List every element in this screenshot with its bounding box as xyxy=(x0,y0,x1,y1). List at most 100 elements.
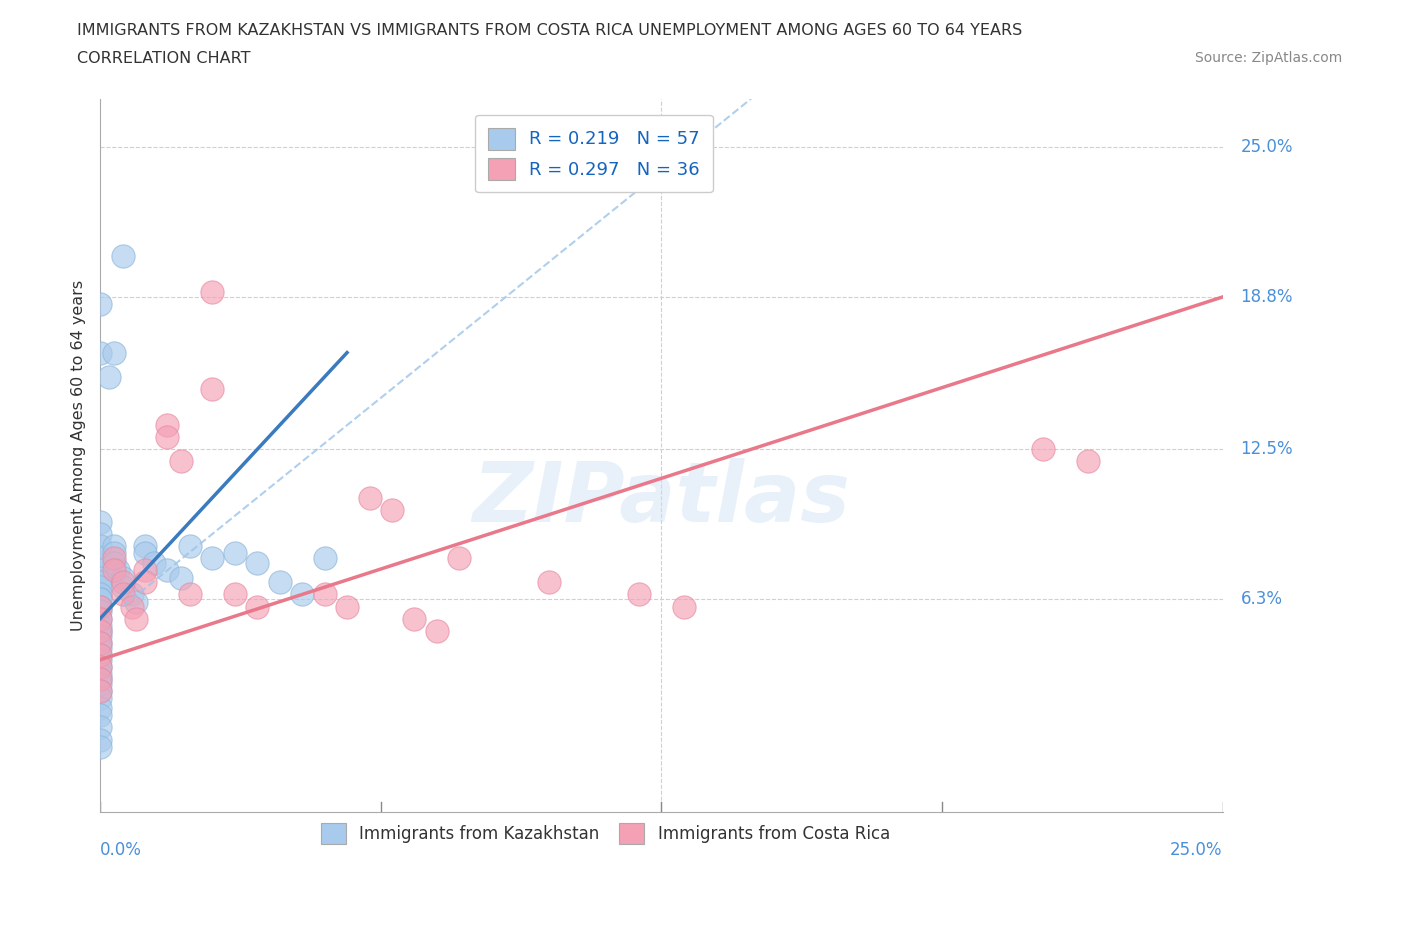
Point xyxy=(314,551,336,565)
Point xyxy=(98,369,121,384)
Point xyxy=(89,623,111,638)
Point xyxy=(143,555,166,570)
Point xyxy=(538,575,561,590)
Point xyxy=(125,594,148,609)
Point xyxy=(89,640,111,655)
Point xyxy=(314,587,336,602)
Point xyxy=(89,587,111,602)
Point xyxy=(134,546,156,561)
Point xyxy=(89,684,111,698)
Point xyxy=(89,575,111,590)
Point xyxy=(111,248,134,263)
Point xyxy=(426,623,449,638)
Point xyxy=(89,667,111,682)
Point xyxy=(89,659,111,674)
Point xyxy=(111,570,134,585)
Point xyxy=(89,297,111,312)
Point xyxy=(336,599,359,614)
Point xyxy=(89,618,111,633)
Point xyxy=(134,538,156,553)
Text: 25.0%: 25.0% xyxy=(1170,841,1223,859)
Point xyxy=(381,502,404,517)
Point xyxy=(201,551,224,565)
Point xyxy=(89,623,111,638)
Point xyxy=(89,732,111,747)
Point xyxy=(89,563,111,578)
Point xyxy=(89,599,111,614)
Text: 18.8%: 18.8% xyxy=(1240,288,1294,306)
Point xyxy=(224,587,246,602)
Point xyxy=(89,599,111,614)
Text: 6.3%: 6.3% xyxy=(1240,591,1282,608)
Text: CORRELATION CHART: CORRELATION CHART xyxy=(77,51,250,66)
Point xyxy=(103,563,125,578)
Point xyxy=(134,563,156,578)
Legend: Immigrants from Kazakhstan, Immigrants from Costa Rica: Immigrants from Kazakhstan, Immigrants f… xyxy=(311,814,900,854)
Point xyxy=(89,700,111,715)
Point xyxy=(89,647,111,662)
Point xyxy=(179,538,201,553)
Point xyxy=(170,454,193,469)
Point xyxy=(246,599,269,614)
Point xyxy=(89,676,111,691)
Point xyxy=(89,579,111,594)
Point xyxy=(89,604,111,618)
Text: ZIPatlas: ZIPatlas xyxy=(472,458,851,538)
Point xyxy=(672,599,695,614)
Point xyxy=(89,570,111,585)
Point xyxy=(156,418,179,432)
Point xyxy=(107,563,129,578)
Point xyxy=(89,591,111,606)
Point xyxy=(89,526,111,541)
Point xyxy=(89,628,111,643)
Point xyxy=(89,720,111,735)
Point xyxy=(224,546,246,561)
Point xyxy=(89,635,111,650)
Point xyxy=(291,587,314,602)
Point xyxy=(125,611,148,626)
Point xyxy=(1077,454,1099,469)
Y-axis label: Unemployment Among Ages 60 to 64 years: Unemployment Among Ages 60 to 64 years xyxy=(72,280,86,631)
Point xyxy=(156,563,179,578)
Text: IMMIGRANTS FROM KAZAKHSTAN VS IMMIGRANTS FROM COSTA RICA UNEMPLOYMENT AMONG AGES: IMMIGRANTS FROM KAZAKHSTAN VS IMMIGRANTS… xyxy=(77,23,1022,38)
Text: 12.5%: 12.5% xyxy=(1240,440,1294,458)
Point xyxy=(103,551,125,565)
Point xyxy=(89,659,111,674)
Text: Source: ZipAtlas.com: Source: ZipAtlas.com xyxy=(1195,51,1343,65)
Point xyxy=(89,611,111,626)
Point xyxy=(170,570,193,585)
Point xyxy=(89,647,111,662)
Point xyxy=(359,490,381,505)
Point xyxy=(111,587,134,602)
Point xyxy=(89,691,111,706)
Point xyxy=(111,579,134,594)
Point xyxy=(156,430,179,445)
Point xyxy=(89,345,111,360)
Point xyxy=(121,599,143,614)
Point xyxy=(89,611,111,626)
Point xyxy=(89,671,111,686)
Point xyxy=(103,546,125,561)
Point xyxy=(627,587,650,602)
Point xyxy=(89,708,111,723)
Point xyxy=(269,575,291,590)
Point xyxy=(103,538,125,553)
Point xyxy=(111,575,134,590)
Point xyxy=(201,381,224,396)
Point xyxy=(89,635,111,650)
Text: 0.0%: 0.0% xyxy=(100,841,142,859)
Point xyxy=(89,671,111,686)
Point xyxy=(246,555,269,570)
Point xyxy=(134,575,156,590)
Point xyxy=(449,551,471,565)
Point xyxy=(89,538,111,553)
Point xyxy=(201,285,224,299)
Point xyxy=(103,345,125,360)
Point xyxy=(103,555,125,570)
Point xyxy=(89,739,111,754)
Point xyxy=(1032,442,1054,457)
Point xyxy=(121,587,143,602)
Point xyxy=(89,652,111,667)
Point xyxy=(89,684,111,698)
Point xyxy=(89,514,111,529)
